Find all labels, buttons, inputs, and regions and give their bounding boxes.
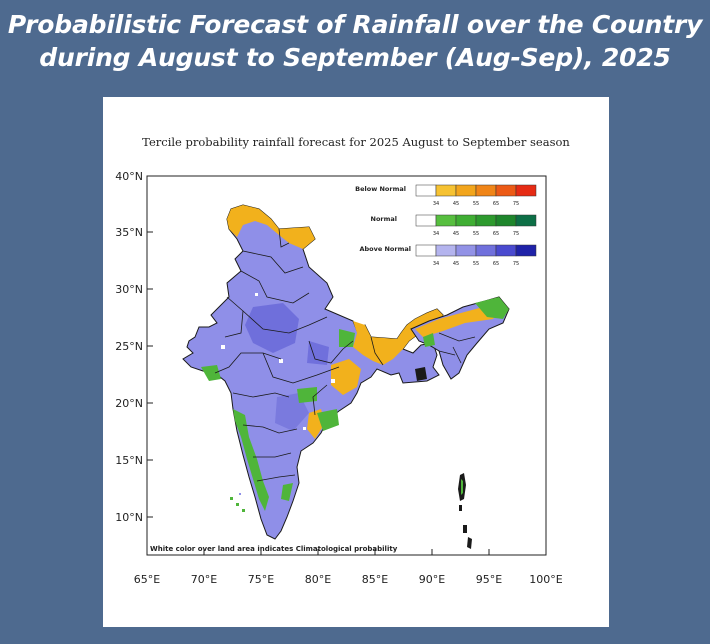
lon-tick-label: 70°E bbox=[191, 573, 217, 586]
legend-tick: 65 bbox=[493, 231, 499, 237]
latitude-axis: 40°N 35°N 30°N 25°N 20°N 15°N 10°N bbox=[115, 170, 153, 524]
lon-tick-label: 90°E bbox=[419, 573, 445, 586]
normal-central-area bbox=[297, 387, 317, 403]
legend-normal-bar bbox=[415, 214, 537, 227]
below-normal-north-area bbox=[227, 205, 315, 249]
legend-tick: 34 bbox=[433, 231, 439, 237]
northeast-boundaries bbox=[438, 332, 476, 364]
legend-tick: 45 bbox=[453, 261, 459, 267]
legend-tick: 55 bbox=[473, 261, 479, 267]
footnote: White color over land area indicates Cli… bbox=[150, 545, 398, 553]
headline: Probabilistic Forecast of Rainfall over … bbox=[0, 8, 710, 74]
legend-tick: 45 bbox=[453, 231, 459, 237]
headline-line-2: during August to September (Aug-Sep), 20… bbox=[39, 43, 671, 72]
lat-tick-label: 15°N bbox=[115, 454, 143, 467]
headline-line-1: Probabilistic Forecast of Rainfall over … bbox=[7, 10, 703, 39]
forecast-map: 40°N 35°N 30°N 25°N 20°N 15°N 10°N 65°E … bbox=[115, 170, 563, 586]
normal-central-area bbox=[317, 409, 339, 431]
legend-tick: 45 bbox=[453, 201, 459, 207]
legend-below-normal-label: Below Normal bbox=[355, 185, 406, 193]
lat-tick-label: 30°N bbox=[115, 283, 143, 296]
climatology-speck bbox=[255, 293, 258, 296]
climatology-speck bbox=[331, 379, 335, 383]
legend-tick: 34 bbox=[433, 261, 439, 267]
normal-west-coast-area bbox=[233, 409, 269, 511]
lon-tick-label: 80°E bbox=[305, 573, 331, 586]
legend-above-normal-label: Above Normal bbox=[359, 245, 411, 253]
lon-tick-label: 75°E bbox=[248, 573, 274, 586]
above-normal-strong-area bbox=[245, 303, 299, 353]
legend: Below Normal 34 45 55 65 75 Normal bbox=[355, 184, 537, 267]
lakshadweep-islands bbox=[230, 493, 245, 512]
legend-below-normal-bar bbox=[415, 184, 537, 197]
legend-tick: 65 bbox=[493, 201, 499, 207]
normal-northeast-area bbox=[475, 297, 509, 319]
below-normal-northeast-area bbox=[415, 307, 501, 337]
climatology-speck bbox=[303, 427, 306, 430]
lon-tick-label: 100°E bbox=[529, 573, 562, 586]
lat-tick-label: 35°N bbox=[115, 226, 143, 239]
andaman-nicobar-islands bbox=[458, 473, 472, 549]
legend-normal-label: Normal bbox=[371, 215, 398, 223]
lon-tick-label: 95°E bbox=[476, 573, 502, 586]
lon-tick-label: 65°E bbox=[134, 573, 160, 586]
normal-northeast-area bbox=[423, 333, 435, 347]
normal-south-area bbox=[281, 483, 293, 501]
legend-above-normal-bar bbox=[415, 244, 537, 257]
below-normal-east-area bbox=[353, 309, 443, 365]
map-title: Tercile probability rainfall forecast fo… bbox=[142, 135, 570, 149]
lat-tick-label: 20°N bbox=[115, 397, 143, 410]
climatology-speck bbox=[279, 359, 283, 363]
normal-gujarat-area bbox=[201, 365, 221, 381]
longitude-axis: 65°E 70°E 75°E 80°E 85°E 90°E 95°E 100°E bbox=[134, 549, 563, 586]
lat-tick-label: 40°N bbox=[115, 170, 143, 183]
legend-tick: 55 bbox=[473, 201, 479, 207]
below-normal-central-area bbox=[331, 359, 361, 395]
state-boundaries bbox=[214, 228, 384, 482]
legend-tick: 55 bbox=[473, 231, 479, 237]
legend-tick: 65 bbox=[493, 261, 499, 267]
legend-tick: 75 bbox=[513, 261, 519, 267]
lat-tick-label: 25°N bbox=[115, 340, 143, 353]
above-normal-strong-area bbox=[307, 341, 329, 365]
legend-tick: 75 bbox=[513, 231, 519, 237]
lat-tick-label: 10°N bbox=[115, 511, 143, 524]
legend-tick: 75 bbox=[513, 201, 519, 207]
legend-tick: 34 bbox=[433, 201, 439, 207]
lon-tick-label: 85°E bbox=[362, 573, 388, 586]
map-panel: Tercile probability rainfall forecast fo… bbox=[103, 97, 609, 627]
climatology-speck bbox=[221, 345, 225, 349]
coastline-detail bbox=[415, 367, 427, 381]
